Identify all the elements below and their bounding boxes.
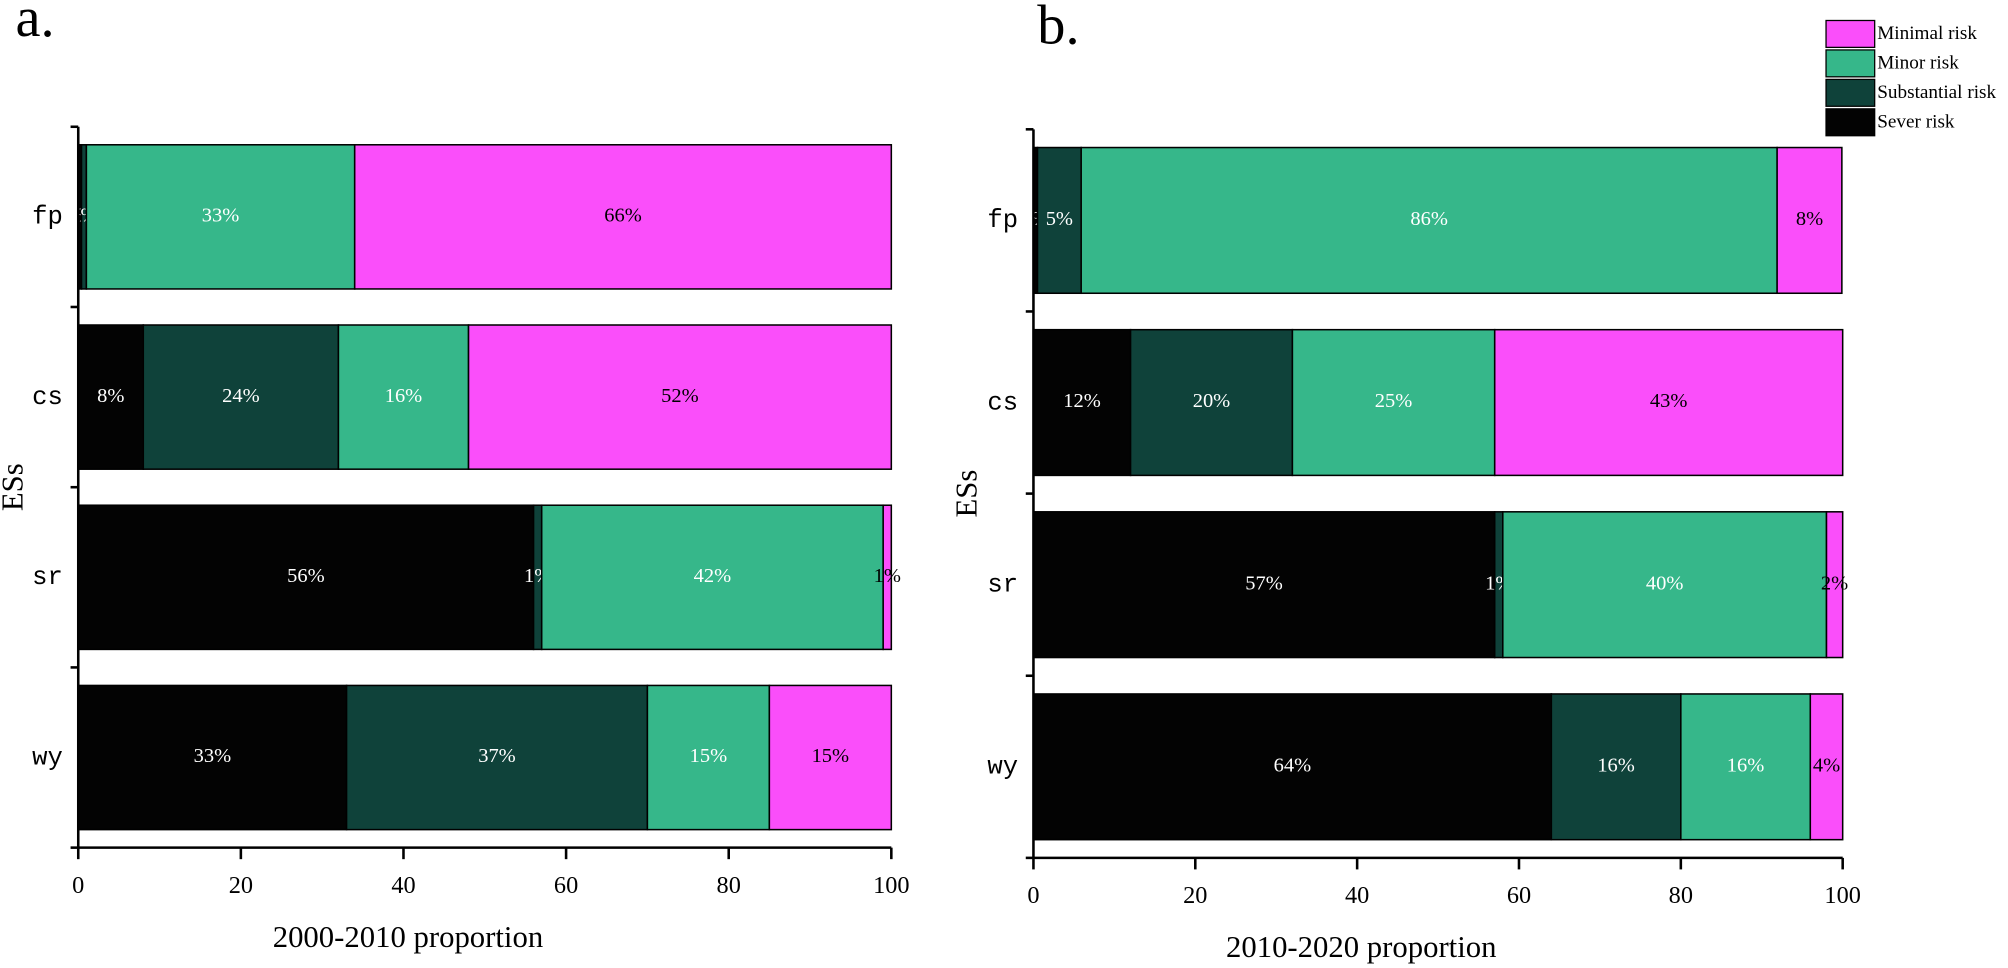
x-tick-label: 60 — [1507, 882, 1531, 909]
data-label: 1% — [874, 565, 901, 587]
x-axis-label: 2010-2020 proportion — [1226, 930, 1496, 964]
data-label: 16% — [385, 385, 423, 407]
bar-segment: Substantial risk — [1550, 693, 1682, 841]
y-tick-label: wy — [987, 753, 1018, 782]
bar-segment: Minor risk — [337, 324, 470, 470]
bar-segment: Substantial risk — [1129, 328, 1294, 477]
bar-segment: Minor risk — [1080, 146, 1778, 295]
data-label: 15% — [812, 745, 850, 767]
bar-segment: Minor risk — [1291, 328, 1496, 477]
x-tick-label: 40 — [391, 872, 415, 899]
data-label: 33% — [194, 745, 232, 767]
bar-segment: Substantial risk — [345, 684, 649, 831]
bar-segment: Minor risk — [646, 684, 771, 831]
y-tick-label: fp — [987, 206, 1018, 235]
y-tick-label: fp — [32, 203, 63, 232]
data-label: 16% — [1727, 755, 1765, 777]
legend-label: Minor risk — [1877, 52, 1959, 73]
bar-segment: Minor risk — [1680, 693, 1812, 841]
x-tick-label: 0 — [1027, 882, 1039, 909]
legend-label: Sever risk — [1877, 111, 1955, 132]
legend-label: Substantial risk — [1877, 82, 1996, 103]
data-label: 16% — [1597, 755, 1635, 777]
bar-segment: Substantial risk — [142, 324, 340, 470]
data-label: 20% — [1193, 390, 1231, 412]
bar-segment: Sever risk — [1032, 511, 1496, 659]
data-label: 2% — [1821, 572, 1848, 594]
data-label: 8% — [1796, 208, 1823, 230]
data-label: 25% — [1375, 390, 1413, 412]
x-tick-label: 80 — [717, 872, 741, 899]
bar-segment: Minimal risk — [467, 324, 893, 470]
bar-segment: Sever risk — [77, 324, 145, 470]
data-label: 40% — [1646, 572, 1684, 594]
data-label: 12% — [1063, 390, 1101, 412]
bar-segment: Minimal risk — [882, 504, 893, 651]
x-axis-label: 2000-2010 proportion — [273, 920, 543, 954]
y-tick-label: cs — [987, 388, 1018, 417]
legend-swatch — [1825, 49, 1876, 78]
data-label: 24% — [222, 385, 260, 407]
y-axis-label: ESs — [949, 470, 983, 518]
bar-segment: Minimal risk — [1776, 146, 1843, 295]
x-tick-label: 20 — [229, 872, 253, 899]
bar-segment: Sever risk — [77, 504, 535, 651]
y-tick-label: sr — [987, 570, 1018, 599]
data-label: 4% — [1813, 755, 1840, 777]
x-tick-label: 100 — [1824, 882, 1860, 909]
legend-swatch — [1825, 78, 1876, 107]
legend-swatch — [1825, 19, 1876, 49]
y-tick-label: wy — [32, 743, 63, 772]
x-tick-label: 40 — [1345, 882, 1369, 909]
x-tick-label: 100 — [873, 872, 909, 899]
panel-title: a. — [16, 0, 55, 49]
data-label: 5% — [1046, 208, 1073, 230]
legend-swatch — [1825, 108, 1876, 137]
data-label: 8% — [97, 385, 124, 407]
bar-segment: Minimal risk — [1809, 693, 1844, 841]
panel-title: b. — [1037, 0, 1079, 57]
bar-segment: Minimal risk — [1825, 511, 1844, 659]
data-label: 52% — [661, 385, 699, 407]
y-tick-label: sr — [32, 563, 63, 592]
x-tick-label: 20 — [1183, 882, 1207, 909]
data-label: 43% — [1650, 390, 1688, 412]
y-tick-label: cs — [32, 383, 63, 412]
bar-segment: Minimal risk — [353, 144, 893, 290]
data-label: 56% — [287, 565, 325, 587]
y-axis-label: ESs — [0, 463, 30, 511]
bar-segment: Minimal risk — [1493, 328, 1844, 477]
data-label: 15% — [690, 745, 728, 767]
legend-label: Minimal risk — [1877, 23, 1977, 44]
bar-segment: Sever risk — [1032, 693, 1553, 841]
data-label: 37% — [478, 745, 516, 767]
data-label: 42% — [694, 565, 732, 587]
data-label: 64% — [1274, 755, 1312, 777]
bar-segment: Minimal risk — [768, 684, 893, 831]
bar-segment: Minor risk — [1502, 511, 1828, 659]
x-tick-label: 60 — [554, 872, 578, 899]
bar-segment: Sever risk — [77, 684, 348, 831]
x-tick-label: 0 — [72, 872, 84, 899]
bar-segment: Minor risk — [540, 504, 884, 651]
data-label: 57% — [1245, 572, 1283, 594]
x-tick-label: 80 — [1669, 882, 1693, 909]
data-label: 86% — [1410, 208, 1448, 230]
data-label: 66% — [604, 205, 642, 227]
data-label: 33% — [202, 205, 240, 227]
bar-segment: Sever risk — [1032, 328, 1132, 477]
